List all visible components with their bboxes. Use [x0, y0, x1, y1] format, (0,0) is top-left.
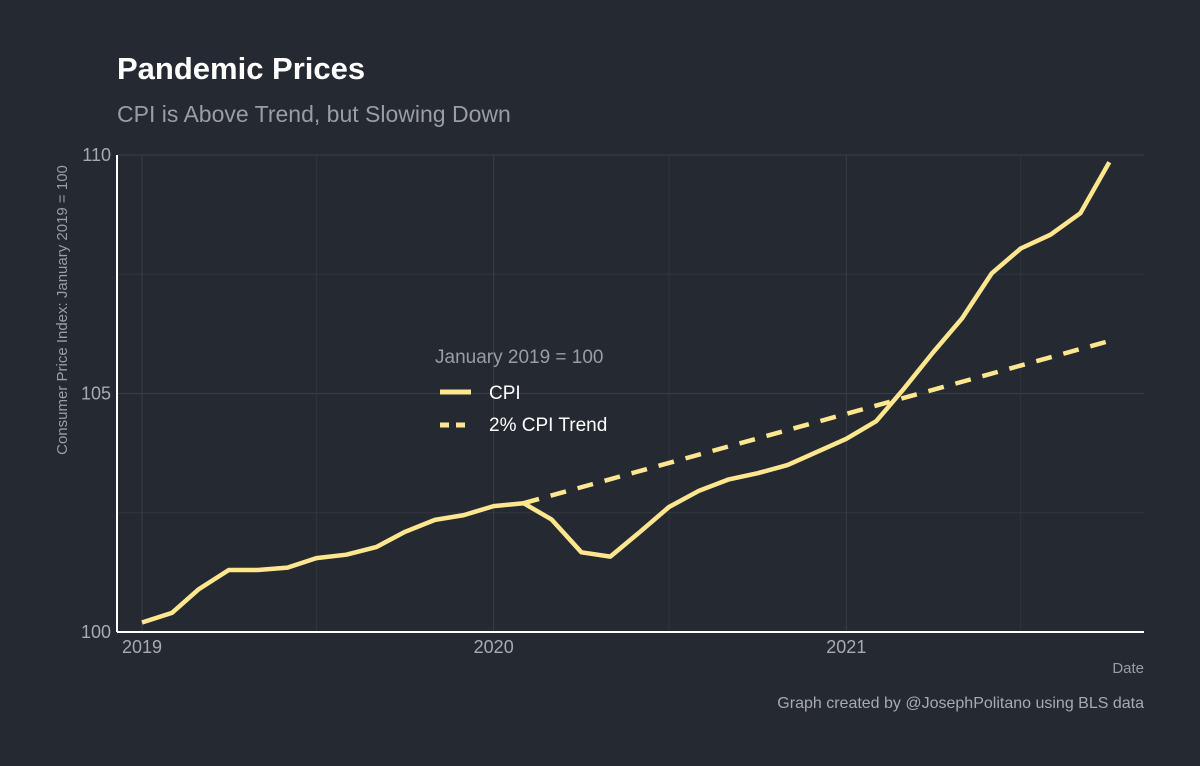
x-tick-label: 2020: [474, 637, 514, 657]
legend-label-cpi: CPI: [489, 383, 521, 404]
x-tick-labels: 2019 2020 2021: [122, 637, 866, 657]
trend-line: [522, 338, 1110, 506]
y-axis-title: Consumer Price Index: January 2019 = 100: [54, 165, 71, 455]
x-tick-label: 2021: [826, 637, 866, 657]
y-tick-label: 105: [81, 384, 111, 404]
chart-subtitle: CPI is Above Trend, but Slowing Down: [117, 101, 511, 127]
legend: January 2019 = 100 CPI 2% CPI Trend: [435, 347, 607, 436]
grid: [117, 154, 1144, 633]
x-axis-title: Date: [1112, 660, 1144, 677]
y-tick-labels: 100 105 110: [81, 145, 111, 642]
legend-title: January 2019 = 100: [435, 347, 604, 368]
y-tick-label: 100: [81, 622, 111, 642]
chart-caption: Graph created by @JosephPolitano using B…: [777, 695, 1144, 712]
legend-label-trend: 2% CPI Trend: [489, 415, 607, 436]
series-layer: [141, 161, 1112, 625]
x-tick-label: 2019: [122, 637, 162, 657]
y-tick-label: 110: [82, 145, 111, 165]
chart-title: Pandemic Prices: [117, 51, 365, 86]
cpi-line: [141, 161, 1112, 625]
